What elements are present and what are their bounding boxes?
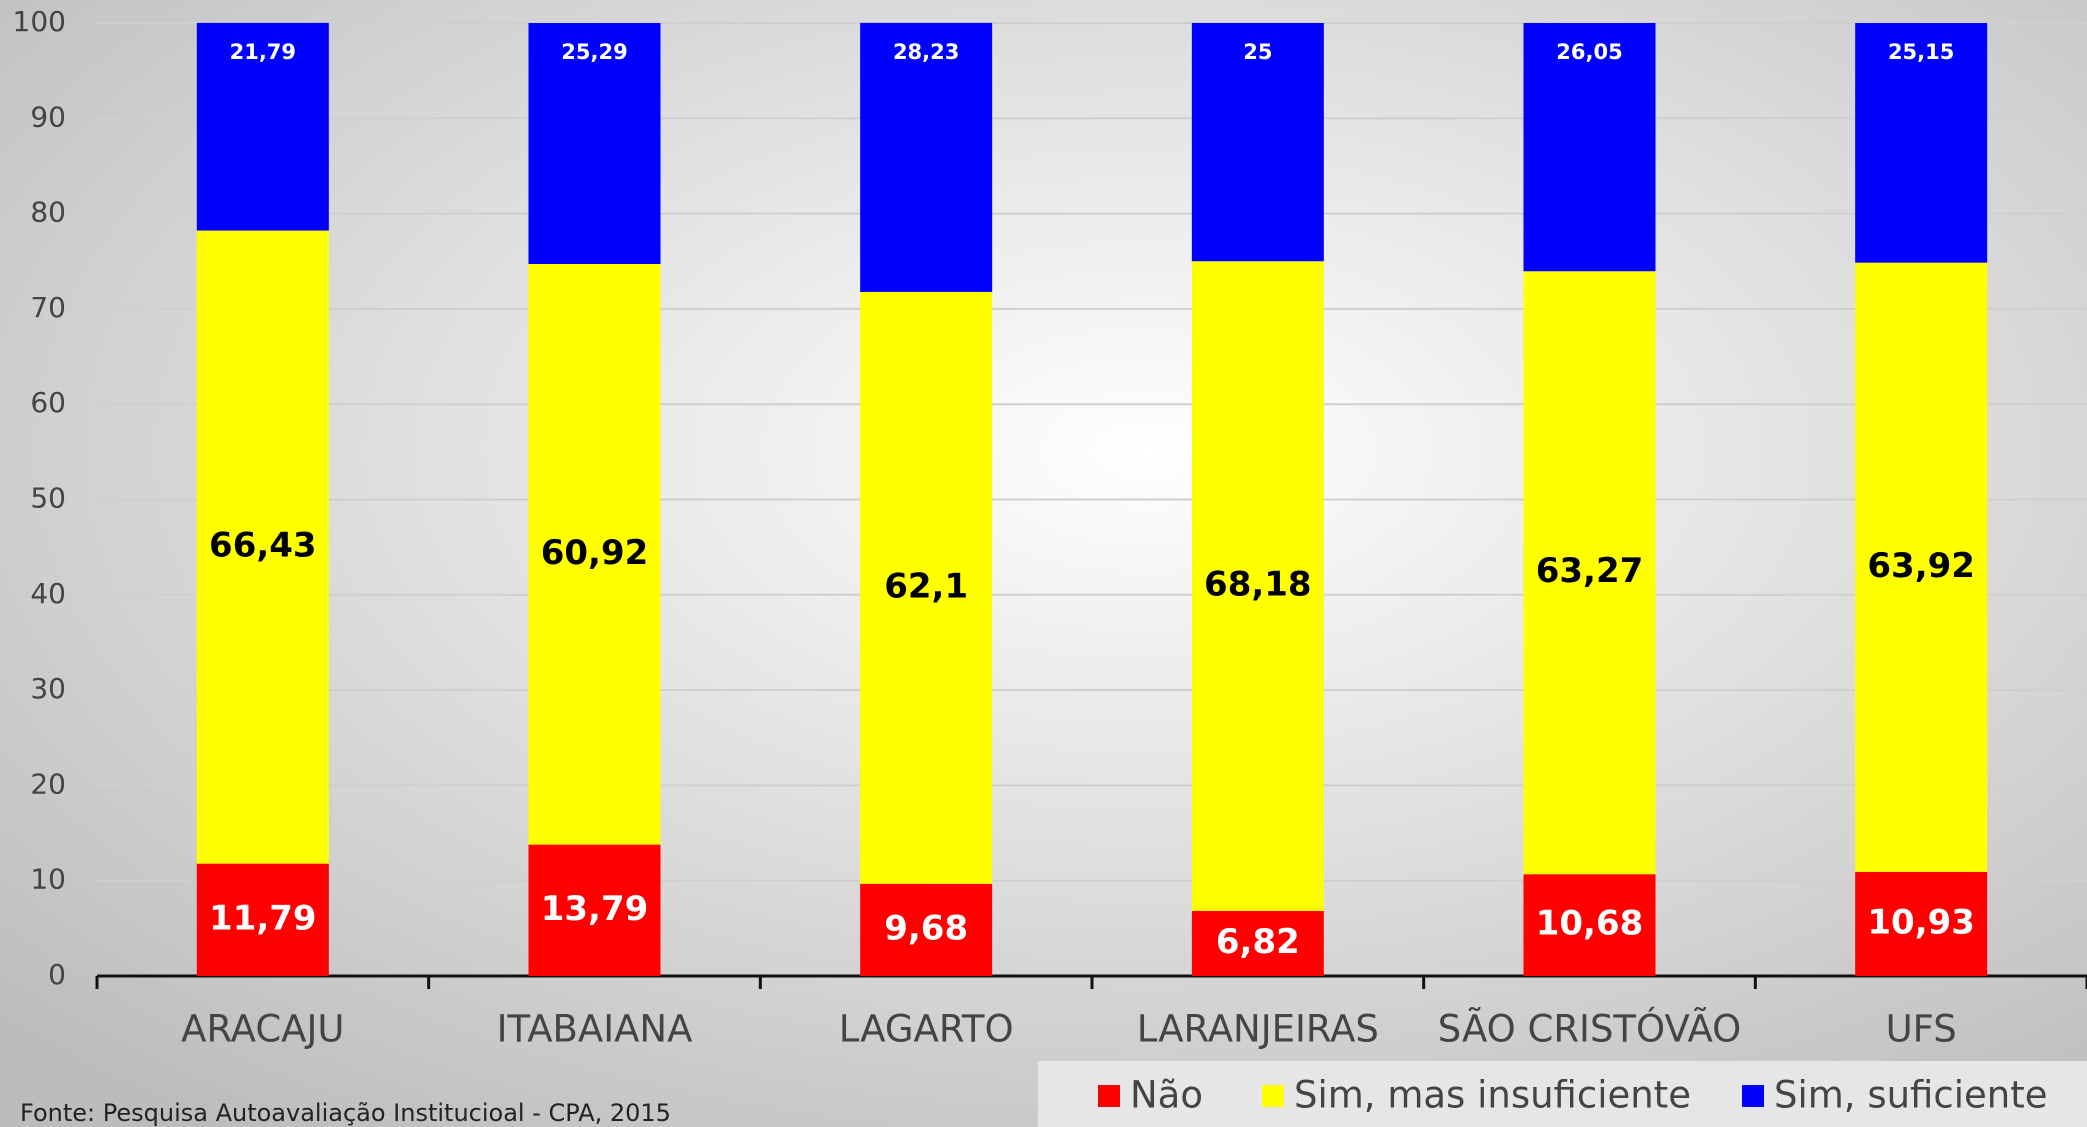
- bar-segment: [1855, 262, 1988, 872]
- bar-segment: [528, 844, 661, 976]
- y-tick-label: 60: [30, 386, 66, 419]
- data-label: 9,68: [884, 908, 968, 948]
- y-tick-label: 0: [48, 958, 66, 991]
- y-tick-label: 40: [30, 577, 66, 610]
- bar-segment: [1855, 871, 1988, 976]
- legend-label: Não: [1130, 1074, 1203, 1117]
- data-label: 26,05: [1556, 40, 1622, 64]
- y-tick-label: 50: [30, 482, 66, 515]
- legend-swatch: [1262, 1085, 1284, 1107]
- legend-label: Sim, mas insuficiente: [1294, 1074, 1691, 1117]
- data-label: 28,23: [893, 40, 959, 64]
- y-tick-label: 90: [30, 100, 66, 133]
- bar-segment: [196, 22, 329, 231]
- bar-segment: [1523, 271, 1656, 875]
- bar-segment: [1191, 911, 1324, 976]
- source-note: Fonte: Pesquisa Autoavaliação Institucio…: [20, 1099, 671, 1127]
- data-label: 10,93: [1867, 902, 1975, 942]
- legend-label: Sim, suficiente: [1774, 1074, 2047, 1117]
- bar-segment: [196, 863, 329, 976]
- bar-segment: [1191, 261, 1324, 912]
- y-tick-label: 30: [30, 672, 66, 705]
- data-label: 63,27: [1536, 551, 1644, 591]
- bar-segment: [1523, 874, 1656, 976]
- bar-segment: [1191, 23, 1324, 262]
- bar-segment: [196, 230, 329, 864]
- legend-swatch: [1742, 1085, 1764, 1107]
- bar-segment: [860, 22, 993, 292]
- x-tick-label: ITABAIANA: [497, 1008, 693, 1051]
- data-label: 62,1: [884, 566, 968, 606]
- data-label: 6,82: [1216, 922, 1300, 962]
- x-tick-label: UFS: [1886, 1008, 1957, 1051]
- data-label: 10,68: [1536, 904, 1644, 944]
- data-label: 21,79: [230, 40, 296, 64]
- data-label: 25,15: [1888, 40, 1954, 64]
- data-label: 13,79: [541, 889, 649, 929]
- bar-segment: [1855, 23, 1988, 263]
- x-tick-label: SÃO CRISTÓVÃO: [1438, 1007, 1741, 1051]
- data-label: 66,43: [209, 526, 317, 566]
- bar-segment: [528, 264, 661, 845]
- data-label: 60,92: [541, 533, 649, 573]
- y-tick-label: 100: [13, 5, 66, 38]
- data-label: 25,29: [561, 40, 627, 64]
- y-tick-label: 10: [30, 863, 66, 896]
- x-tick-label: LAGARTO: [839, 1008, 1014, 1051]
- y-tick-label: 80: [30, 196, 66, 229]
- bar-segment: [860, 291, 993, 884]
- y-tick-label: 70: [30, 291, 66, 324]
- x-tick-label: LARANJEIRAS: [1137, 1008, 1379, 1051]
- data-label: 11,79: [209, 898, 317, 938]
- data-label: 68,18: [1204, 565, 1312, 605]
- bar-segment: [528, 23, 661, 265]
- x-tick-label: ARACAJU: [181, 1008, 344, 1051]
- data-label: 25: [1243, 40, 1272, 64]
- legend-swatch: [1098, 1085, 1120, 1107]
- legend-box: [1038, 1061, 2087, 1127]
- data-label: 63,92: [1867, 546, 1975, 586]
- y-tick-label: 20: [30, 767, 66, 800]
- bar-segment: [1523, 23, 1656, 272]
- bar-segment: [860, 883, 993, 976]
